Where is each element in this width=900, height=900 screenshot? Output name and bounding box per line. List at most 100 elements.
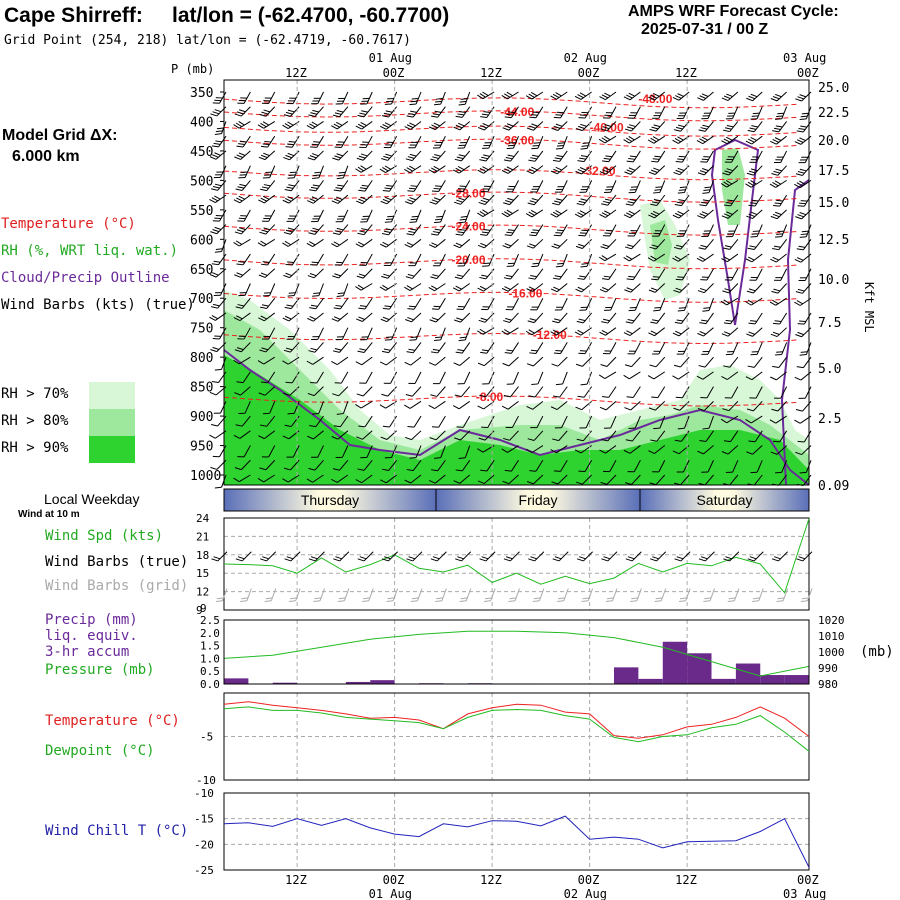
wind-barb-staff xyxy=(217,415,227,427)
wind-barb-flag xyxy=(286,220,294,222)
wind-barb-staff xyxy=(244,401,251,414)
wind-barb-flag xyxy=(477,244,485,249)
wind-barb-flag xyxy=(213,294,221,296)
wind-barb-flag xyxy=(509,597,517,600)
wind-barb-flag xyxy=(435,185,442,187)
wind-barb-staff xyxy=(440,445,446,458)
wind-barb-flag xyxy=(331,360,338,366)
wind-barb-flag xyxy=(650,287,658,291)
wind-barb-flag xyxy=(776,115,783,118)
wind-barb xyxy=(648,400,666,411)
wind-barb-staff xyxy=(362,386,373,397)
wind-barb-staff xyxy=(290,342,300,353)
wind-barb-flag xyxy=(624,407,631,411)
wind-barb-flag xyxy=(312,177,319,179)
wind-barb-flag xyxy=(578,243,585,247)
dewpoint-label: Dewpoint (°C) xyxy=(45,743,155,759)
wind-barb-staff xyxy=(582,312,593,324)
wind-barb-flag xyxy=(258,274,266,278)
wind-barb-flag xyxy=(629,124,636,128)
wind-speed-tick: 24 xyxy=(196,512,210,525)
wind-barb-flag xyxy=(262,556,269,560)
wind-barb-flag xyxy=(214,226,222,231)
wind-barb-staff xyxy=(755,386,763,399)
top-time-tick: 00Z xyxy=(578,66,600,80)
wind-barb-flag xyxy=(652,353,659,355)
wind-barb xyxy=(211,415,227,427)
wind-barb-staff xyxy=(586,136,593,149)
wind-barb xyxy=(600,356,617,367)
wind-barb-flag xyxy=(381,115,389,118)
wind-barb-flag xyxy=(480,116,487,119)
wind-barb-flag xyxy=(408,147,416,149)
wind-barb-flag xyxy=(286,186,294,189)
wind-barb-flag xyxy=(362,600,369,603)
wind-barb-flag xyxy=(746,451,753,455)
wind-barb-staff xyxy=(290,551,301,562)
wind-barb-flag xyxy=(211,272,219,276)
wind-barb-flag xyxy=(431,233,438,236)
wind-chill-tick: -15 xyxy=(194,813,214,826)
wind-barb-staff xyxy=(459,474,471,484)
wind-barb-staff xyxy=(389,180,398,192)
wind-barb-flag xyxy=(697,407,705,412)
wind-barb-flag xyxy=(334,112,342,115)
wind-barb-staff xyxy=(629,327,641,336)
wind-barb-flag xyxy=(289,215,296,217)
wind-barb-flag xyxy=(408,113,416,116)
wind-barb-flag xyxy=(603,556,611,560)
wind-barb-flag xyxy=(239,140,247,143)
wind-barb-flag xyxy=(749,279,757,281)
wind-barb-staff xyxy=(682,106,690,119)
wind-barb-flag xyxy=(382,284,389,290)
wind-barb-staff xyxy=(317,327,324,340)
wind-barb-flag xyxy=(530,191,537,193)
wind-barb xyxy=(310,371,324,384)
wind-barb-staff xyxy=(560,106,568,119)
wind-barb-flag xyxy=(357,284,364,290)
wind-barb-flag xyxy=(799,354,807,356)
wind-barb-flag xyxy=(409,339,417,341)
wind-barb-flag xyxy=(431,242,438,247)
wind-barb-flag xyxy=(410,185,418,187)
wind-barb-flag xyxy=(384,165,391,170)
wind-barb-flag xyxy=(580,188,588,191)
wind-barb-staff xyxy=(777,283,787,294)
wind-barb-flag xyxy=(480,351,487,354)
wind-barb-staff xyxy=(631,551,642,562)
wind-barb xyxy=(501,327,519,336)
wind-barb-staff xyxy=(340,253,349,266)
wind-barb-flag xyxy=(408,556,416,560)
wind-barb-flag xyxy=(308,232,316,235)
wind-barb xyxy=(700,386,714,399)
wind-barb-flag xyxy=(433,305,441,308)
wind-barb-flag xyxy=(795,216,802,220)
wind-barb xyxy=(358,180,373,192)
wind-barb-staff xyxy=(559,386,568,398)
wind-barb-flag xyxy=(457,166,465,171)
wind-barb-flag xyxy=(630,186,638,188)
wind-barb xyxy=(310,253,324,266)
wind-barb-flag xyxy=(314,171,322,174)
wind-barb xyxy=(555,253,568,268)
wind-barb-staff xyxy=(365,371,373,384)
wind-barb-flag xyxy=(477,330,484,335)
wind-barb-flag xyxy=(357,232,365,236)
wind-barb xyxy=(211,551,228,562)
wind-barb-flag xyxy=(552,558,560,562)
wind-barb-flag xyxy=(431,124,438,129)
wind-barb-staff xyxy=(509,312,519,323)
wind-speed-tick: 21 xyxy=(196,530,209,543)
wind-barb-flag xyxy=(652,556,659,560)
wind-barb xyxy=(724,268,739,281)
wind-barb-staff xyxy=(538,588,545,601)
wind-barb xyxy=(557,588,569,603)
wind-barb-flag xyxy=(650,439,658,442)
wind-barb-flag xyxy=(697,450,704,455)
wind-barb xyxy=(702,415,714,430)
wind-barb-staff xyxy=(264,386,276,396)
wind-barb-staff xyxy=(242,371,251,383)
wind-barb xyxy=(457,371,471,385)
